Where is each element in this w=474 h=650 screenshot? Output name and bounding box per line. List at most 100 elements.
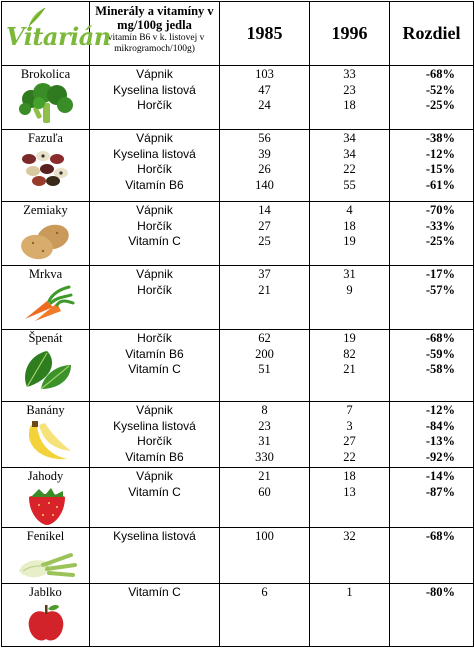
value-1996-cell: 34 34 22 55 [309, 129, 390, 202]
food-name: Mrkva [28, 267, 63, 281]
value-1985-cell: 37 21 [219, 265, 310, 330]
difference-cell: -70% -33% -25% [389, 201, 474, 266]
food-name: Brokolica [20, 67, 71, 81]
food-name: Jablko [29, 585, 62, 599]
difference-cell: -14% -87% [389, 467, 474, 528]
food-cell: Zemiaky [1, 201, 90, 268]
value-1985-cell: 100 [219, 527, 310, 584]
header-title: Minerály a vitamíny v mg/100g jedla [95, 4, 214, 32]
value-1985-value: 60 [258, 484, 271, 499]
mineral-value: Horčík [137, 434, 172, 448]
table-row: Jablko Vitamín C 6 1 -80% [1, 583, 474, 650]
mineral-cell: Vápnik Kyselina listová Horčík [89, 65, 220, 130]
difference-cell: -68% -52% -25% [389, 65, 474, 130]
value-1996-value: 23 [343, 82, 356, 97]
difference-value: -61% [425, 177, 455, 192]
year-1985-header: 1985 [219, 1, 310, 66]
table-row: Fenikel Kyselina listová 100 32 -68% [1, 527, 474, 584]
value-1996-value: 82 [343, 346, 356, 361]
mineral-value: Vápnik [136, 67, 173, 81]
difference-cell: -17% -57% [389, 265, 474, 330]
mineral-value: Vitamín B6 [125, 449, 184, 464]
value-1985-value: 39 [258, 146, 271, 161]
mineral-cell: Vitamín C [89, 583, 220, 647]
difference-value: -68% [425, 67, 455, 81]
value-1985-cell: 6 [219, 583, 310, 647]
value-1996-cell: 4 18 19 [309, 201, 390, 266]
value-1996-value: 9 [346, 282, 353, 297]
food-name: Zemiaky [23, 203, 68, 217]
difference-cell: -68% -59% -58% [389, 329, 474, 402]
difference-value: -33% [425, 218, 455, 233]
difference-value: -52% [425, 82, 455, 97]
difference-value: -84% [425, 418, 455, 433]
strawberry-icon [17, 485, 75, 532]
header-subtitle: (vitamín B6 v k. listovej v mikrogramoch… [104, 33, 205, 54]
mineral-value: Vitamín B6 [125, 177, 184, 192]
apple-icon [17, 601, 75, 650]
broccoli-icon [17, 83, 75, 130]
value-1996-value: 3 [346, 418, 353, 433]
difference-cell: -80% [389, 583, 474, 647]
minerals-header: Minerály a vitamíny v mg/100g jedla (vit… [89, 1, 220, 66]
food-name: Fenikel [26, 529, 65, 543]
value-1985-value: 26 [258, 162, 271, 176]
food-cell: Brokolica [1, 65, 90, 130]
value-1985-cell: 62 200 51 [219, 329, 310, 402]
value-1996-cell: 33 23 18 [309, 65, 390, 130]
table-row: Jahody Vápnik Vitamín C 21 60 18 13 -14% -87% [1, 467, 474, 528]
value-1985-value: 8 [261, 403, 268, 417]
value-1985-value: 62 [258, 331, 271, 345]
logo-cell: Vitarián [1, 1, 111, 66]
value-1985-value: 56 [258, 131, 271, 145]
value-1996-value: 34 [343, 131, 356, 145]
value-1996-value: 22 [343, 162, 356, 176]
beans-icon [17, 147, 75, 194]
food-name: Fazuľa [28, 131, 63, 145]
mineral-value: Kyselina listová [113, 529, 196, 543]
value-1996-value: 19 [343, 331, 356, 345]
value-1985-value: 100 [255, 529, 274, 543]
mineral-value: Kyselina listová [113, 146, 196, 161]
mineral-cell: Vápnik Kyselina listová Horčík Vitamín B6 [89, 401, 220, 468]
value-1996-cell: 7 3 27 22 [309, 401, 390, 468]
fennel-icon [13, 545, 79, 590]
value-1985-cell: 56 39 26 140 [219, 129, 310, 202]
value-1996-value: 7 [346, 403, 353, 417]
difference-value: -12% [425, 403, 455, 417]
difference-value: -92% [425, 449, 455, 464]
mineral-value: Vitamín C [128, 362, 181, 376]
difference-value: -14% [425, 469, 455, 483]
difference-header: Rozdiel [389, 1, 474, 66]
value-1996-value: 31 [343, 267, 356, 281]
food-cell: Jablko [1, 583, 90, 650]
potato-icon [17, 219, 75, 268]
mineral-value: Vápnik [136, 203, 173, 217]
mineral-cell: Vápnik Vitamín C [89, 467, 220, 528]
mineral-cell: Kyselina listová [89, 527, 220, 584]
difference-value: -12% [425, 146, 455, 161]
value-1996-cell: 32 [309, 527, 390, 584]
value-1985-cell: 103 47 24 [219, 65, 310, 130]
value-1996-value: 1 [346, 585, 353, 599]
value-1996-value: 34 [343, 146, 356, 161]
food-name: Banány [26, 403, 65, 417]
value-1985-value: 103 [255, 67, 274, 81]
difference-value: -38% [425, 131, 455, 145]
value-1985-value: 31 [258, 434, 271, 448]
mineral-cell: Horčík Vitamín B6 Vitamín C [89, 329, 220, 402]
value-1996-value: 22 [343, 449, 356, 464]
difference-value: -58% [425, 362, 455, 376]
mineral-value: Vápnik [136, 131, 173, 145]
value-1996-value: 32 [343, 529, 356, 543]
table-row: Zemiaky Vápnik Horčík Vitamín C 14 27 25 4 18 19-… [1, 201, 474, 268]
value-1985-value: 25 [258, 234, 271, 248]
value-1985-value: 27 [258, 218, 271, 233]
value-1996-cell: 18 13 [309, 467, 390, 528]
food-cell: Fenikel [1, 527, 90, 584]
difference-value: -70% [425, 203, 455, 217]
spinach-icon [17, 347, 75, 398]
value-1996-value: 33 [343, 67, 356, 81]
value-1996-value: 18 [343, 98, 356, 112]
value-1985-value: 24 [258, 98, 271, 112]
